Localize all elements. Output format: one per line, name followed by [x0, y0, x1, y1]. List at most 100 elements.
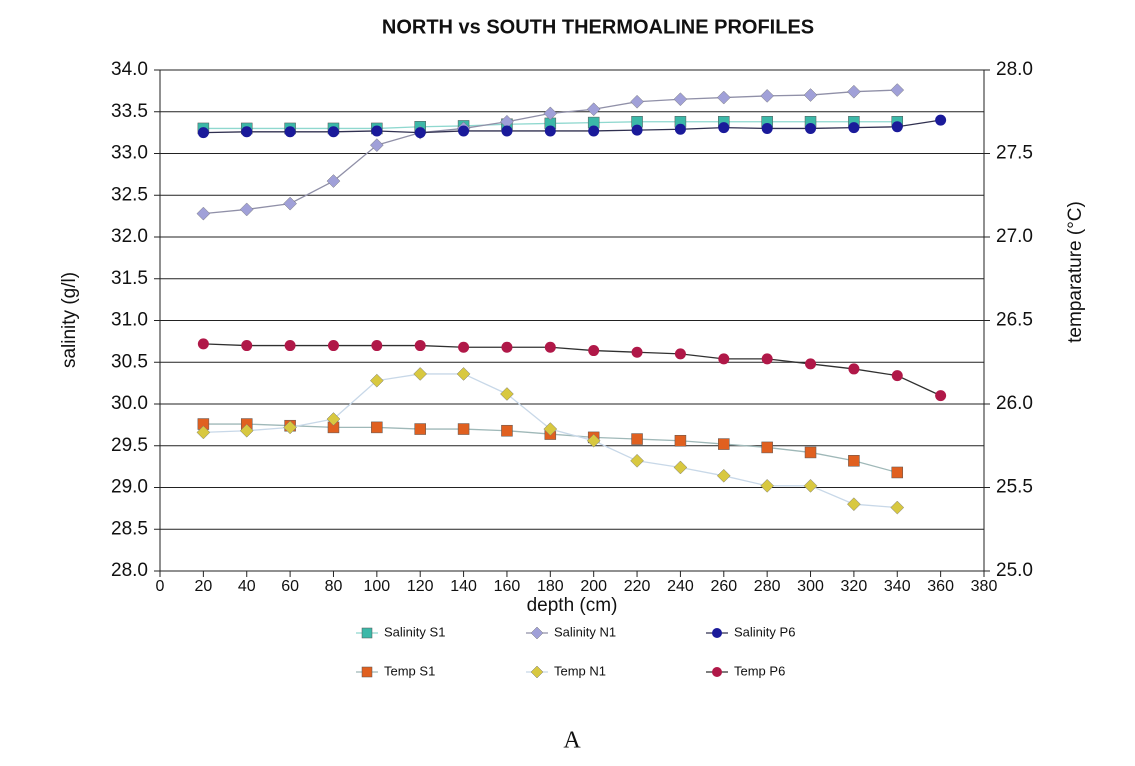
- marker: [630, 94, 644, 109]
- x-tick-label: 120: [407, 578, 434, 595]
- marker: [674, 123, 686, 135]
- marker: [891, 466, 904, 479]
- marker: [414, 423, 426, 435]
- caption: A: [563, 728, 581, 754]
- legend-label: Temp N1: [554, 663, 606, 678]
- marker: [196, 206, 211, 221]
- marker: [718, 438, 730, 450]
- marker: [543, 422, 558, 436]
- marker: [848, 455, 860, 467]
- marker: [371, 421, 383, 434]
- x-tick-label: 80: [325, 578, 343, 595]
- marker: [284, 126, 296, 138]
- marker: [805, 358, 817, 370]
- series-line: [203, 119, 941, 134]
- marker: [890, 500, 905, 515]
- y2-tick-label: 27.5: [996, 143, 1033, 164]
- y-tick-label: 33.5: [111, 101, 148, 122]
- y2-tick-label: 26.5: [996, 310, 1033, 331]
- marker: [847, 497, 861, 512]
- y2-tick-label: 26.0: [996, 393, 1033, 414]
- marker: [716, 468, 731, 483]
- x-tick-label: 240: [667, 578, 694, 595]
- marker: [588, 125, 600, 137]
- marker: [712, 667, 722, 677]
- marker: [283, 420, 297, 435]
- marker: [326, 412, 341, 426]
- marker: [716, 90, 731, 105]
- y-tick-label: 29.5: [111, 435, 148, 456]
- marker: [530, 665, 544, 679]
- marker: [197, 127, 209, 139]
- marker: [760, 89, 775, 103]
- marker: [283, 196, 297, 211]
- marker: [631, 124, 643, 136]
- marker: [891, 370, 903, 382]
- legend-label: Salinity P6: [734, 624, 795, 639]
- marker: [848, 363, 860, 375]
- marker: [458, 125, 470, 137]
- marker: [588, 345, 600, 357]
- x-tick-label: 380: [971, 578, 998, 595]
- marker: [241, 340, 253, 352]
- marker: [530, 626, 544, 640]
- marker: [197, 338, 209, 350]
- marker: [284, 340, 296, 352]
- marker: [501, 125, 513, 137]
- y2-tick-label: 28.0: [996, 59, 1033, 80]
- marker: [847, 84, 861, 99]
- legend-label: Temp P6: [734, 663, 785, 678]
- x-tick-label: 0: [156, 578, 165, 595]
- marker: [935, 114, 947, 126]
- marker: [761, 353, 773, 365]
- x-tick-label: 360: [927, 578, 954, 595]
- y-tick-label: 30.0: [111, 393, 148, 414]
- y-tick-label: 31.0: [111, 310, 148, 331]
- chart-title: NORTH vs SOUTH THERMOALINE PROFILES: [382, 16, 814, 38]
- marker: [848, 122, 860, 134]
- y-tick-label: 32.5: [111, 184, 148, 205]
- x-tick-label: 220: [624, 578, 651, 595]
- marker: [586, 433, 601, 448]
- marker: [361, 627, 373, 639]
- x-tick-label: 340: [884, 578, 911, 595]
- marker: [413, 367, 428, 381]
- x-tick-label: 200: [580, 578, 607, 595]
- marker: [241, 126, 253, 138]
- y2-axis-label: temparature (°C): [1065, 201, 1086, 343]
- marker: [673, 92, 688, 107]
- marker: [631, 346, 643, 358]
- x-tick-label: 320: [841, 578, 868, 595]
- marker: [501, 341, 513, 353]
- x-tick-label: 300: [797, 578, 824, 595]
- marker: [501, 424, 513, 437]
- marker: [327, 340, 339, 352]
- marker: [805, 122, 817, 134]
- marker: [804, 446, 817, 459]
- marker: [239, 202, 254, 217]
- marker: [803, 478, 818, 493]
- y-tick-label: 29.0: [111, 477, 148, 498]
- marker: [196, 425, 211, 440]
- x-axis-label: depth (cm): [527, 595, 618, 616]
- marker: [760, 478, 775, 493]
- marker: [544, 341, 556, 353]
- legend-label: Salinity S1: [384, 624, 445, 639]
- y-tick-label: 34.0: [111, 59, 148, 80]
- y2-tick-label: 27.0: [996, 226, 1033, 247]
- x-tick-label: 100: [363, 578, 390, 595]
- marker: [369, 138, 384, 153]
- marker: [630, 453, 644, 468]
- marker: [371, 340, 383, 352]
- series-line: [203, 343, 941, 397]
- marker: [891, 121, 903, 133]
- marker: [326, 174, 341, 188]
- marker: [674, 434, 687, 447]
- marker: [457, 423, 470, 435]
- marker: [673, 460, 688, 475]
- marker: [890, 83, 905, 97]
- x-tick-label: 40: [238, 578, 256, 595]
- marker: [718, 122, 730, 134]
- y2-tick-label: 25.5: [996, 477, 1033, 498]
- y-tick-label: 32.0: [111, 226, 148, 247]
